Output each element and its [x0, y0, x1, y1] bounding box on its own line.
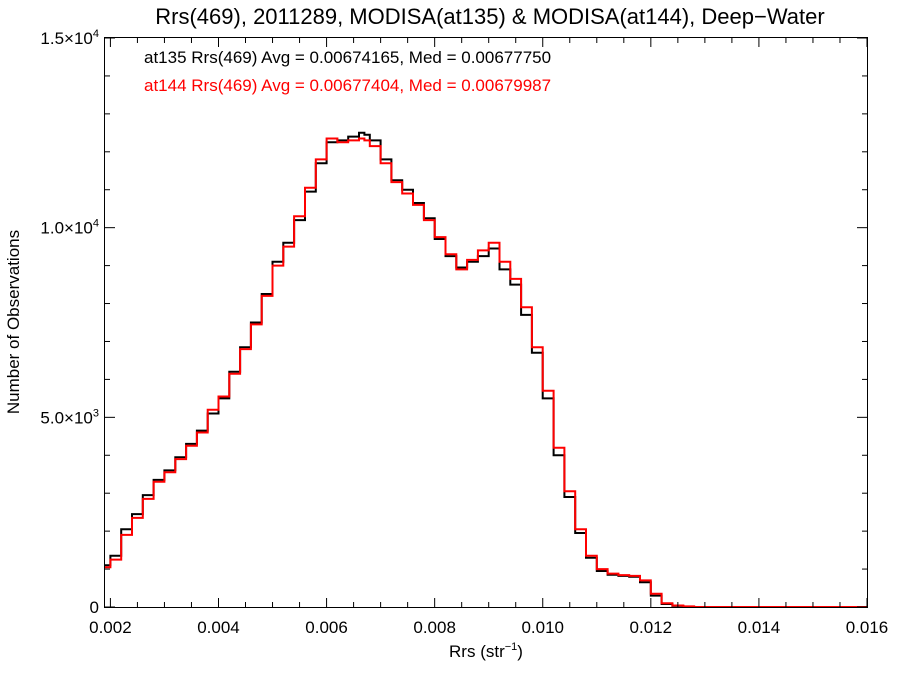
x-tick-label: 0.002 [89, 618, 132, 637]
y-tick-label: 1.5×104 [40, 28, 99, 48]
y-axis-label: Number of Observations [4, 230, 23, 414]
series-layer [105, 131, 867, 608]
x-axis: 0.002 0.004 0.006 0.008 0.010 0.012 0.014 0.016 [89, 38, 888, 637]
x-tick-label: 0.012 [630, 618, 673, 637]
x-axis-label: Rrs (str−1) [449, 641, 523, 661]
y-tick-label: 1.0×104 [40, 218, 99, 238]
series-line-at135 [105, 131, 867, 608]
chart-title: Rrs(469), 2011289, MODISA(at135) & MODIS… [155, 4, 824, 29]
x-axis-label-main: Rrs (str [449, 642, 505, 661]
x-axis-label-exponent: −1 [505, 641, 518, 653]
plot-frame [104, 37, 868, 608]
y-tick-label: 0 [90, 598, 99, 617]
x-tick-label: 0.010 [521, 618, 564, 637]
x-tick-label: 0.014 [738, 618, 781, 637]
x-tick-label: 0.008 [413, 618, 456, 637]
x-axis-label-close: ) [517, 642, 523, 661]
x-tick-label: 0.004 [197, 618, 240, 637]
legend-annotation-at144: at144 Rrs(469) Avg = 0.00677404, Med = 0… [144, 76, 551, 95]
x-tick-label: 0.006 [305, 618, 348, 637]
x-tick-label: 0.016 [846, 618, 889, 637]
y-axis: 0 5.0×103 1.0×104 1.5×104 [40, 28, 867, 617]
y-tick-label: 5.0×103 [40, 407, 99, 427]
legend-annotation-at135: at135 Rrs(469) Avg = 0.00674165, Med = 0… [144, 48, 551, 67]
series-line-at144 [105, 137, 867, 608]
